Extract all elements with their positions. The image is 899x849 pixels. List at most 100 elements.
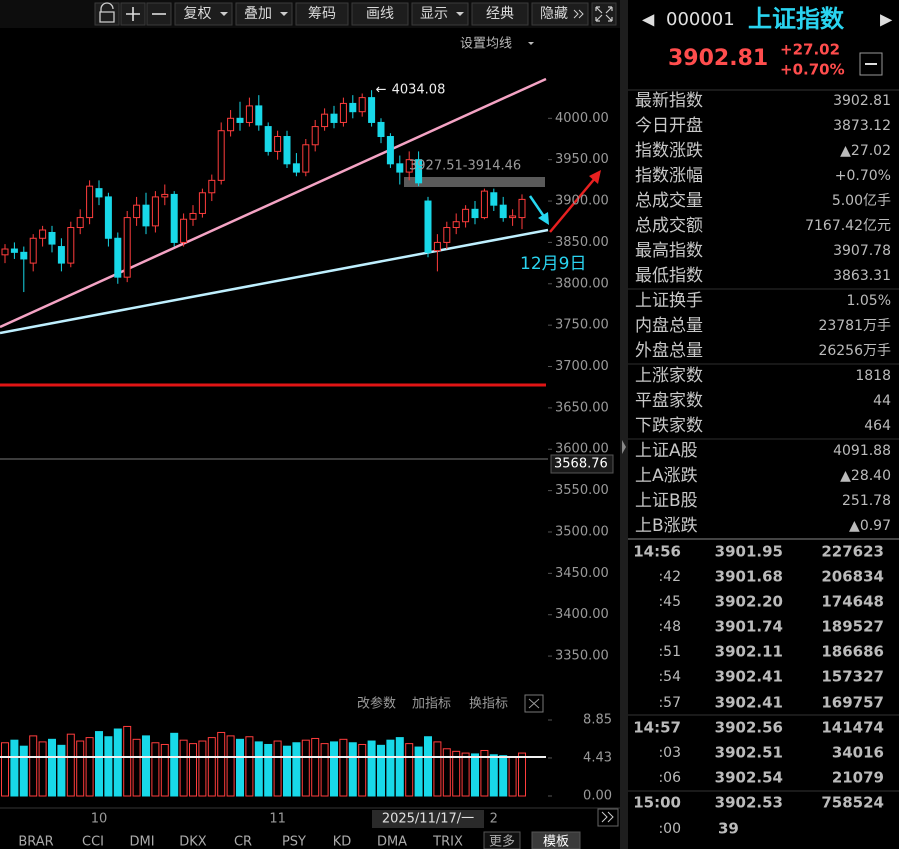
toolbar-button[interactable] [471,2,529,26]
volume-bar [123,725,132,797]
candle-body [471,208,479,219]
more-tabs-button[interactable] [597,808,619,827]
candle-body [208,179,216,194]
y-tick-label: 3900.00 [555,194,609,209]
close-icon [528,698,540,709]
candle-body [217,130,225,181]
toolbar-button-label: 画线 [366,6,394,22]
tick-price: 3902.41 [715,668,783,686]
crosshair-date-box [372,810,484,828]
fullscreen-icon [595,6,613,22]
candle-body [10,248,18,253]
tick-volume: 34016 [832,744,884,762]
tick-time: 14:57 [633,719,681,737]
indicator-menu-item[interactable]: 换指标 [469,697,508,712]
tick-price: 3902.11 [715,643,783,661]
volume-bar [405,743,414,797]
tab-box[interactable] [531,831,581,849]
fullscreen-button[interactable] [591,2,617,26]
volume-bar [283,745,291,797]
candle-body [189,212,197,220]
expand-icon [573,9,584,19]
tick-time: :03 [658,745,681,761]
candle-body [368,97,376,123]
toolbar-button[interactable] [174,2,233,26]
volume-bar [1,742,9,797]
indicator-tab[interactable]: BRAR [18,835,53,849]
collapse-button[interactable] [859,52,883,76]
toolbar-button[interactable] [295,2,349,26]
candle-body [377,121,385,138]
volume-bar [245,736,254,797]
indicator-tab[interactable]: KD [333,835,352,849]
candle-body [227,117,235,132]
candle-body [67,227,75,264]
quote-label: 下跌家数 [635,416,703,436]
indicator-tab[interactable]: DMI [129,835,154,849]
tick-time: :06 [658,770,681,786]
splitter[interactable] [620,0,628,849]
indicator-menu-item[interactable]: 改参数 [357,696,396,712]
tick-time: 14:56 [633,543,681,561]
indicator-tab[interactable]: CCI [82,835,104,849]
indicator-tab[interactable]: DKX [179,835,207,849]
volume-bar [395,737,404,797]
volume-bar [367,740,376,797]
volume-tick-label: 0.00 [583,789,612,804]
candle-body [255,105,263,126]
quote-label: 外盘总量 [635,341,703,361]
quote-label: 最高指数 [635,241,703,261]
prev-arrow[interactable]: ◀ [642,10,655,29]
toolbar-button[interactable] [351,2,409,26]
volume-bar [508,755,517,797]
volume-bar [217,731,226,797]
indicator-menu-item[interactable]: 加指标 [412,697,451,712]
quote-label: 上证B股 [635,491,698,511]
indicator-tab[interactable]: 更多 [489,834,515,849]
indicator-tab[interactable]: DMA [377,835,407,849]
indicator-tab[interactable]: 模板 [543,835,569,849]
index-price: 3902.81 [668,46,768,71]
candle-body [283,136,291,165]
quote-value: 3902.81 [833,93,891,109]
volume-bar [38,741,47,797]
y-tick-label: 3700.00 [555,359,609,374]
high-label: 4034.08 [392,83,446,98]
volume-bar [66,733,75,797]
indicator-tab[interactable]: TRIX [432,835,463,849]
toolbar-button[interactable] [411,2,469,26]
candle-body [170,193,178,243]
quote-label: 今日开盘 [635,116,703,136]
quote-label: 指数涨幅 [635,166,703,186]
tab-box[interactable] [483,831,521,849]
toolbar-button[interactable] [235,2,293,26]
resistance-trendline [0,77,547,329]
candle-body [462,208,470,223]
indicator-tab[interactable]: CR [234,835,252,849]
volume-bar [414,746,423,797]
candle-body [490,192,498,206]
volume-bar [189,743,197,797]
volume-bar [424,736,432,797]
volume-bar [104,736,113,797]
y-tick-label: 3650.00 [555,400,609,415]
x-tick-label: 2 [490,812,498,827]
candle-body [405,159,413,173]
candle-body [330,113,338,123]
volume-bar [348,742,357,797]
candle-body [245,105,253,123]
candle-body [95,188,103,198]
indicator-tab[interactable]: PSY [282,835,306,849]
toolbar-button-label: 筹码 [308,5,336,22]
y-tick-label: 3850.00 [555,235,609,250]
date-note: 12月9日 [520,254,586,274]
quote-label: 平盘家数 [635,391,703,411]
volume-bar [179,739,188,797]
candle-body [415,159,423,184]
close-indicator-box[interactable] [524,694,544,713]
next-arrow[interactable]: ▶ [880,10,893,29]
toolbar-button[interactable] [531,2,589,26]
candle-body [311,126,319,146]
ma-setting[interactable]: 设置均线 [460,37,512,52]
